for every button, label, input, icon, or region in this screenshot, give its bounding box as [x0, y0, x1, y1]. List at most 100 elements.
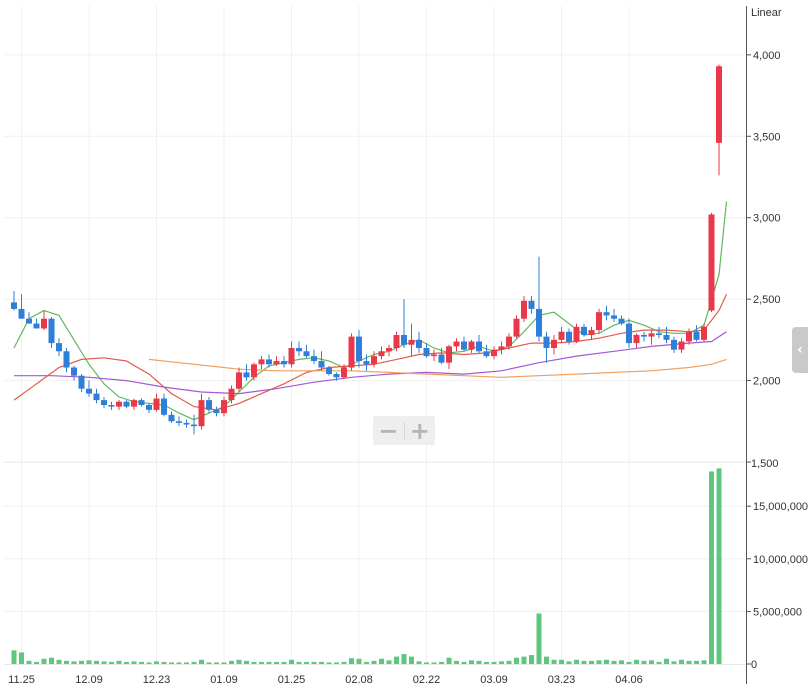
- volume-bar: [214, 662, 219, 664]
- candle-body: [221, 400, 227, 414]
- volume-bar: [326, 662, 332, 664]
- candle: [438, 348, 445, 365]
- volume-bar: [289, 659, 294, 664]
- candle-body: [401, 334, 407, 345]
- volume-bar: [244, 660, 249, 664]
- volume-bar: [581, 660, 587, 664]
- candle-body: [108, 405, 115, 407]
- volume-bar: [56, 659, 62, 664]
- x-tick-label: 03.23: [548, 674, 576, 686]
- candle: [701, 323, 707, 342]
- volume-bar: [461, 661, 467, 664]
- volume-bar: [206, 662, 212, 664]
- volume-bar: [139, 661, 144, 664]
- candle: [686, 328, 692, 345]
- x-tick-label: 12.09: [75, 674, 103, 686]
- candle: [131, 398, 137, 410]
- candle: [596, 308, 602, 334]
- price-axis-bottom-label: 1,500: [751, 458, 779, 470]
- candle: [363, 354, 370, 371]
- candle-body: [348, 336, 355, 368]
- candle-body: [656, 333, 662, 335]
- candle-body: [596, 312, 602, 331]
- candle-body: [266, 359, 272, 365]
- volume-bar: [386, 660, 392, 664]
- volume-bar: [334, 662, 339, 664]
- volume-axis-tick-labels: 5,000,000 10,000,000 15,000,000: [753, 501, 808, 618]
- volume-bar: [281, 661, 287, 664]
- candle: [708, 212, 715, 313]
- candle: [416, 331, 422, 353]
- candle-body: [603, 312, 610, 316]
- side-panel-toggle[interactable]: ‹: [792, 327, 808, 373]
- candle-body: [326, 367, 332, 375]
- zoom-in-button[interactable]: +: [409, 416, 430, 445]
- candle-body: [476, 341, 482, 352]
- candle: [513, 315, 520, 339]
- candle: [588, 326, 595, 340]
- candle-body: [678, 341, 685, 350]
- volume-bar: [356, 658, 362, 664]
- candle: [236, 367, 242, 392]
- candle-body: [618, 318, 625, 324]
- price-axis-tick-labels: 2,000 2,500 3,000 3,500 4,000: [753, 50, 781, 388]
- volume-bar: [341, 661, 347, 664]
- moving-average-line: [14, 331, 727, 395]
- candle: [491, 346, 497, 360]
- candle: [663, 326, 670, 344]
- volume-bar: [259, 661, 264, 664]
- candle-body: [551, 339, 557, 348]
- candle: [693, 325, 700, 342]
- candle-body: [453, 341, 460, 347]
- candle: [41, 310, 47, 331]
- zoom-out-button[interactable]: −: [378, 416, 399, 445]
- volume-bar: [191, 661, 197, 664]
- volume-bar: [559, 659, 564, 664]
- volume-bar: [536, 613, 542, 664]
- candle-body: [461, 341, 467, 350]
- candle-body: [296, 348, 302, 352]
- candle-body: [243, 372, 250, 378]
- volume-bar: [439, 661, 444, 664]
- candle: [101, 396, 107, 409]
- candle: [536, 256, 542, 342]
- volume-bar: [109, 661, 114, 664]
- volume-bar: [379, 658, 384, 664]
- volume-tick-label: 5,000,000: [753, 606, 802, 618]
- candle: [656, 326, 662, 339]
- volume-bar: [409, 656, 414, 664]
- candle: [251, 362, 257, 381]
- scale-mode-label[interactable]: Linear: [751, 7, 782, 19]
- candle-body: [423, 348, 430, 357]
- candle-body: [41, 318, 47, 329]
- candle: [461, 336, 467, 352]
- candle-body: [521, 300, 527, 319]
- volume-bar: [79, 660, 84, 664]
- volume-bar: [709, 471, 714, 664]
- volume-bar: [499, 661, 504, 664]
- volume-bar: [266, 661, 272, 664]
- candle-body: [566, 331, 572, 342]
- volume-bar: [236, 659, 242, 664]
- volume-bar: [11, 650, 17, 664]
- candle-body: [311, 356, 317, 362]
- volume-bar: [604, 659, 609, 664]
- price-tick-label: 3,500: [753, 131, 781, 143]
- volume-bar: [394, 656, 399, 664]
- candle: [341, 364, 347, 379]
- volume-bar: [619, 660, 624, 664]
- candle-body: [153, 398, 160, 410]
- candle-body: [11, 302, 17, 309]
- candle-body: [161, 398, 167, 415]
- candle-body: [101, 400, 107, 405]
- volume-bar: [131, 661, 137, 664]
- candle: [393, 331, 400, 352]
- candle: [581, 323, 587, 337]
- candle-body: [236, 372, 242, 389]
- volume-bar: [94, 660, 99, 664]
- candle: [671, 336, 677, 353]
- x-tick-label: 01.25: [278, 674, 306, 686]
- candle-body: [281, 361, 287, 365]
- candle: [296, 341, 302, 357]
